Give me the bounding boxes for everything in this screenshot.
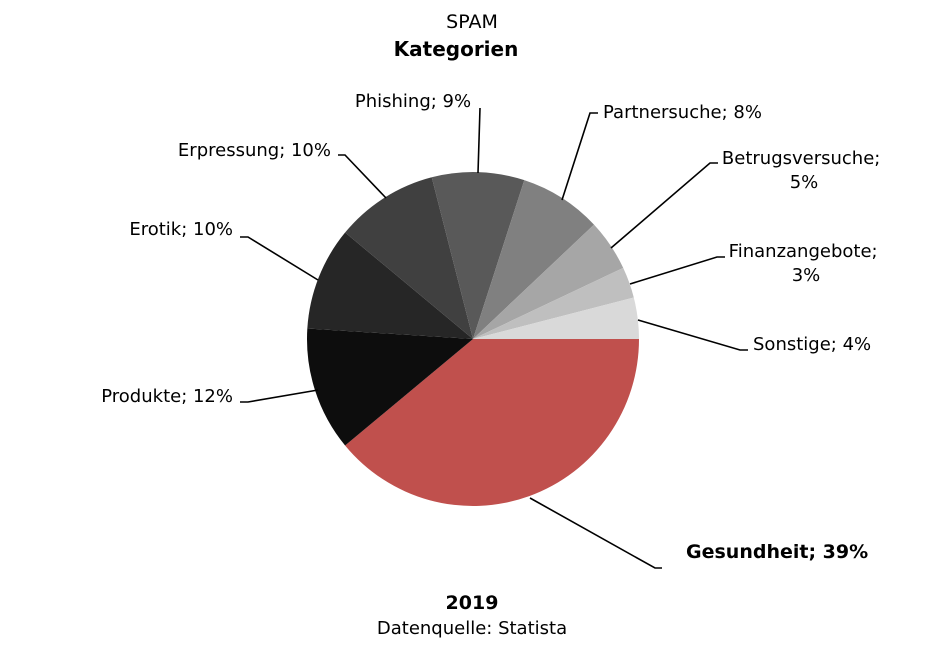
slice-label-betrugsversuche-line2: 5% bbox=[790, 172, 819, 193]
pie-slice-erotik bbox=[307, 232, 473, 339]
leader-line-erpressung bbox=[338, 154, 387, 199]
pie-slice-erpressung bbox=[345, 177, 473, 339]
leader-line-gesundheit bbox=[529, 497, 662, 569]
leader-line-phishing bbox=[477, 107, 481, 174]
slice-label-finanzangebote-line1: Finanzangebote; bbox=[729, 241, 878, 262]
pie-slice-finanzangebote bbox=[473, 267, 634, 339]
slice-label-betrugsversuche-line1: Betrugsversuche; bbox=[722, 148, 880, 169]
pie-slice-gesundheit bbox=[345, 339, 639, 507]
slice-label-partnersuche: Partnersuche; 8% bbox=[603, 102, 762, 123]
slice-label-finanzangebote-line2: 3% bbox=[792, 265, 821, 286]
pie-slices bbox=[307, 172, 639, 507]
pie-slice-betrugsversuche bbox=[473, 224, 624, 339]
data-source: Datenquelle: Statista bbox=[377, 618, 567, 639]
slice-label-erotik: Erotik; 10% bbox=[129, 219, 233, 240]
pie-slice-phishing bbox=[431, 172, 525, 339]
pie-slice-produkte bbox=[307, 328, 473, 446]
leader-line-betrugsversuche bbox=[610, 162, 718, 249]
leader-line-produkte bbox=[240, 389, 319, 403]
slice-label-betrugsversuche: Betrugsversuche; 5% bbox=[722, 148, 886, 193]
pie-slice-sonstige bbox=[473, 297, 639, 339]
slice-label-phishing: Phishing; 9% bbox=[355, 91, 471, 112]
leader-line-sonstige bbox=[637, 319, 748, 351]
slice-label-finanzangebote: Finanzangebote; 3% bbox=[729, 241, 884, 286]
slice-label-erpressung: Erpressung; 10% bbox=[178, 140, 331, 161]
leader-line-erotik bbox=[240, 236, 319, 281]
chart-title: Kategorien bbox=[394, 37, 519, 61]
leader-line-finanzangebote bbox=[629, 256, 725, 285]
chart-subtitle: SPAM bbox=[446, 11, 498, 33]
chart-year: 2019 bbox=[446, 592, 499, 614]
slice-label-sonstige: Sonstige; 4% bbox=[753, 334, 871, 355]
slice-label-produkte: Produkte; 12% bbox=[101, 386, 233, 407]
pie-slice-partnersuche bbox=[473, 180, 595, 339]
leader-line-partnersuche bbox=[561, 112, 598, 201]
leader-lines bbox=[240, 107, 748, 569]
slice-label-gesundheit: Gesundheit; 39% bbox=[686, 541, 868, 563]
